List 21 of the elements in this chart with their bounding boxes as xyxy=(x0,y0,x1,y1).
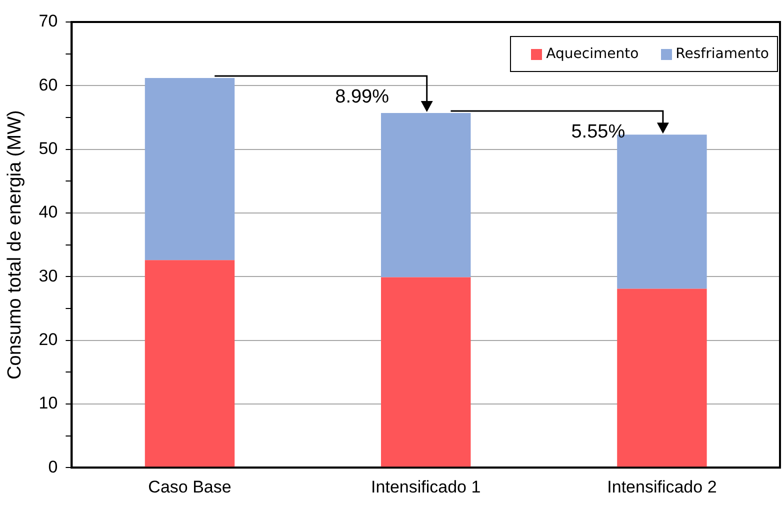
x-tick-label: Intensificado 1 xyxy=(371,477,481,496)
legend-label: Aquecimento xyxy=(546,46,639,62)
bar xyxy=(617,288,707,468)
bar xyxy=(380,277,471,468)
x-tick-label: Caso Base xyxy=(148,477,232,496)
y-axis-title: Consumo total de energia (MW) xyxy=(4,110,26,380)
annotation: 5.55% xyxy=(571,121,626,142)
y-tick-label: 50 xyxy=(38,139,58,158)
y-tick-label: 60 xyxy=(38,75,58,94)
x-tick-label: Intensificado 2 xyxy=(607,477,717,496)
y-tick-label: 0 xyxy=(48,457,58,476)
y-tick-label: 20 xyxy=(38,330,58,349)
y-tick-label: 30 xyxy=(38,266,58,286)
y-tick-label: 10 xyxy=(38,394,58,413)
bar xyxy=(380,113,471,278)
legend-label: Resfriamento xyxy=(676,46,769,62)
y-tick-label: 40 xyxy=(38,202,58,222)
bar xyxy=(144,260,235,468)
annotation: 8.99% xyxy=(335,86,390,108)
y-tick-label: 70 xyxy=(38,12,58,31)
bar xyxy=(144,78,235,260)
